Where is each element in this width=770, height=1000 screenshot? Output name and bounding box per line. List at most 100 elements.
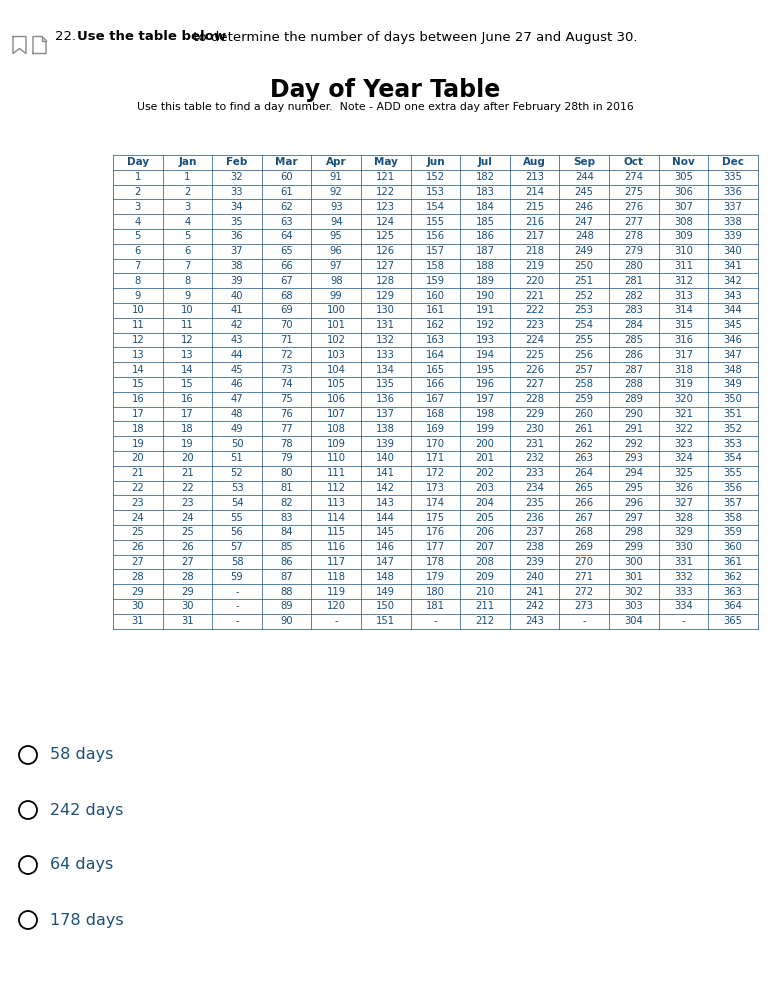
Text: 295: 295 (624, 483, 644, 493)
Text: 182: 182 (476, 172, 494, 182)
Text: 339: 339 (724, 231, 742, 241)
Text: 266: 266 (574, 498, 594, 508)
Text: 327: 327 (674, 498, 693, 508)
Text: 175: 175 (426, 513, 445, 523)
Text: 136: 136 (377, 394, 395, 404)
Text: 279: 279 (624, 246, 644, 256)
Text: 29: 29 (181, 587, 194, 597)
Text: 40: 40 (231, 291, 243, 301)
Text: 33: 33 (231, 187, 243, 197)
Text: 86: 86 (280, 557, 293, 567)
Text: 181: 181 (426, 601, 445, 611)
Text: 4: 4 (135, 217, 141, 227)
Text: 272: 272 (574, 587, 594, 597)
Text: 59: 59 (231, 572, 243, 582)
Text: 81: 81 (280, 483, 293, 493)
Text: 63: 63 (280, 217, 293, 227)
Text: 124: 124 (377, 217, 395, 227)
Text: 135: 135 (377, 379, 395, 389)
Text: 252: 252 (574, 291, 594, 301)
Text: 316: 316 (674, 335, 693, 345)
Text: 105: 105 (326, 379, 346, 389)
Text: 294: 294 (624, 468, 643, 478)
Text: 70: 70 (280, 320, 293, 330)
Text: 10: 10 (181, 305, 194, 315)
Text: 360: 360 (724, 542, 742, 552)
Text: 273: 273 (574, 601, 594, 611)
Text: 20: 20 (132, 453, 144, 463)
Text: 346: 346 (724, 335, 742, 345)
Text: 98: 98 (330, 276, 343, 286)
Text: 131: 131 (377, 320, 395, 330)
Text: 315: 315 (674, 320, 693, 330)
Text: 25: 25 (132, 527, 144, 537)
Text: 102: 102 (326, 335, 346, 345)
Text: 342: 342 (724, 276, 742, 286)
Text: 24: 24 (181, 513, 194, 523)
Text: 5: 5 (184, 231, 191, 241)
Text: May: May (374, 157, 398, 167)
Text: 356: 356 (724, 483, 742, 493)
Text: 297: 297 (624, 513, 644, 523)
Text: 114: 114 (326, 513, 346, 523)
Text: Aug: Aug (523, 157, 546, 167)
Text: 225: 225 (525, 350, 544, 360)
Text: 155: 155 (426, 217, 445, 227)
Text: 247: 247 (574, 217, 594, 227)
Text: 82: 82 (280, 498, 293, 508)
Text: 329: 329 (674, 527, 693, 537)
Text: 305: 305 (674, 172, 693, 182)
Text: 261: 261 (574, 424, 594, 434)
Text: 110: 110 (326, 453, 346, 463)
Text: 143: 143 (377, 498, 395, 508)
Text: 29: 29 (132, 587, 144, 597)
Text: 210: 210 (476, 587, 494, 597)
Text: 228: 228 (525, 394, 544, 404)
Text: 308: 308 (674, 217, 693, 227)
Text: 205: 205 (476, 513, 494, 523)
Text: 118: 118 (326, 572, 346, 582)
Text: 331: 331 (674, 557, 693, 567)
Text: 2: 2 (184, 187, 191, 197)
Text: 24: 24 (132, 513, 144, 523)
Text: 174: 174 (426, 498, 445, 508)
Text: 245: 245 (574, 187, 594, 197)
Text: 320: 320 (674, 394, 693, 404)
Text: 21: 21 (132, 468, 144, 478)
Text: 26: 26 (132, 542, 144, 552)
Text: 354: 354 (724, 453, 742, 463)
Text: 158: 158 (426, 261, 445, 271)
Text: 49: 49 (231, 424, 243, 434)
Text: 109: 109 (326, 439, 346, 449)
Text: 56: 56 (231, 527, 243, 537)
Text: 144: 144 (377, 513, 395, 523)
Text: 8: 8 (135, 276, 141, 286)
Text: 32: 32 (231, 172, 243, 182)
Text: 256: 256 (574, 350, 594, 360)
Text: 94: 94 (330, 217, 343, 227)
Text: 151: 151 (377, 616, 395, 626)
Text: 202: 202 (476, 468, 494, 478)
Text: 311: 311 (674, 261, 693, 271)
Text: 125: 125 (377, 231, 395, 241)
Text: 197: 197 (475, 394, 494, 404)
Text: 80: 80 (280, 468, 293, 478)
Text: 54: 54 (231, 498, 243, 508)
Text: 83: 83 (280, 513, 293, 523)
Text: 47: 47 (231, 394, 243, 404)
Text: Mar: Mar (276, 157, 298, 167)
Text: to determine the number of days between June 27 and August 30.: to determine the number of days between … (189, 30, 638, 43)
Text: 140: 140 (377, 453, 395, 463)
Text: 359: 359 (724, 527, 742, 537)
Text: 13: 13 (132, 350, 144, 360)
Text: 119: 119 (326, 587, 346, 597)
Text: -: - (681, 616, 685, 626)
Text: 73: 73 (280, 365, 293, 375)
Text: 227: 227 (525, 379, 544, 389)
Text: 293: 293 (624, 453, 643, 463)
Text: 6: 6 (135, 246, 141, 256)
Text: 238: 238 (525, 542, 544, 552)
Text: 58 days: 58 days (50, 748, 113, 762)
Text: 130: 130 (377, 305, 395, 315)
Text: 300: 300 (624, 557, 643, 567)
